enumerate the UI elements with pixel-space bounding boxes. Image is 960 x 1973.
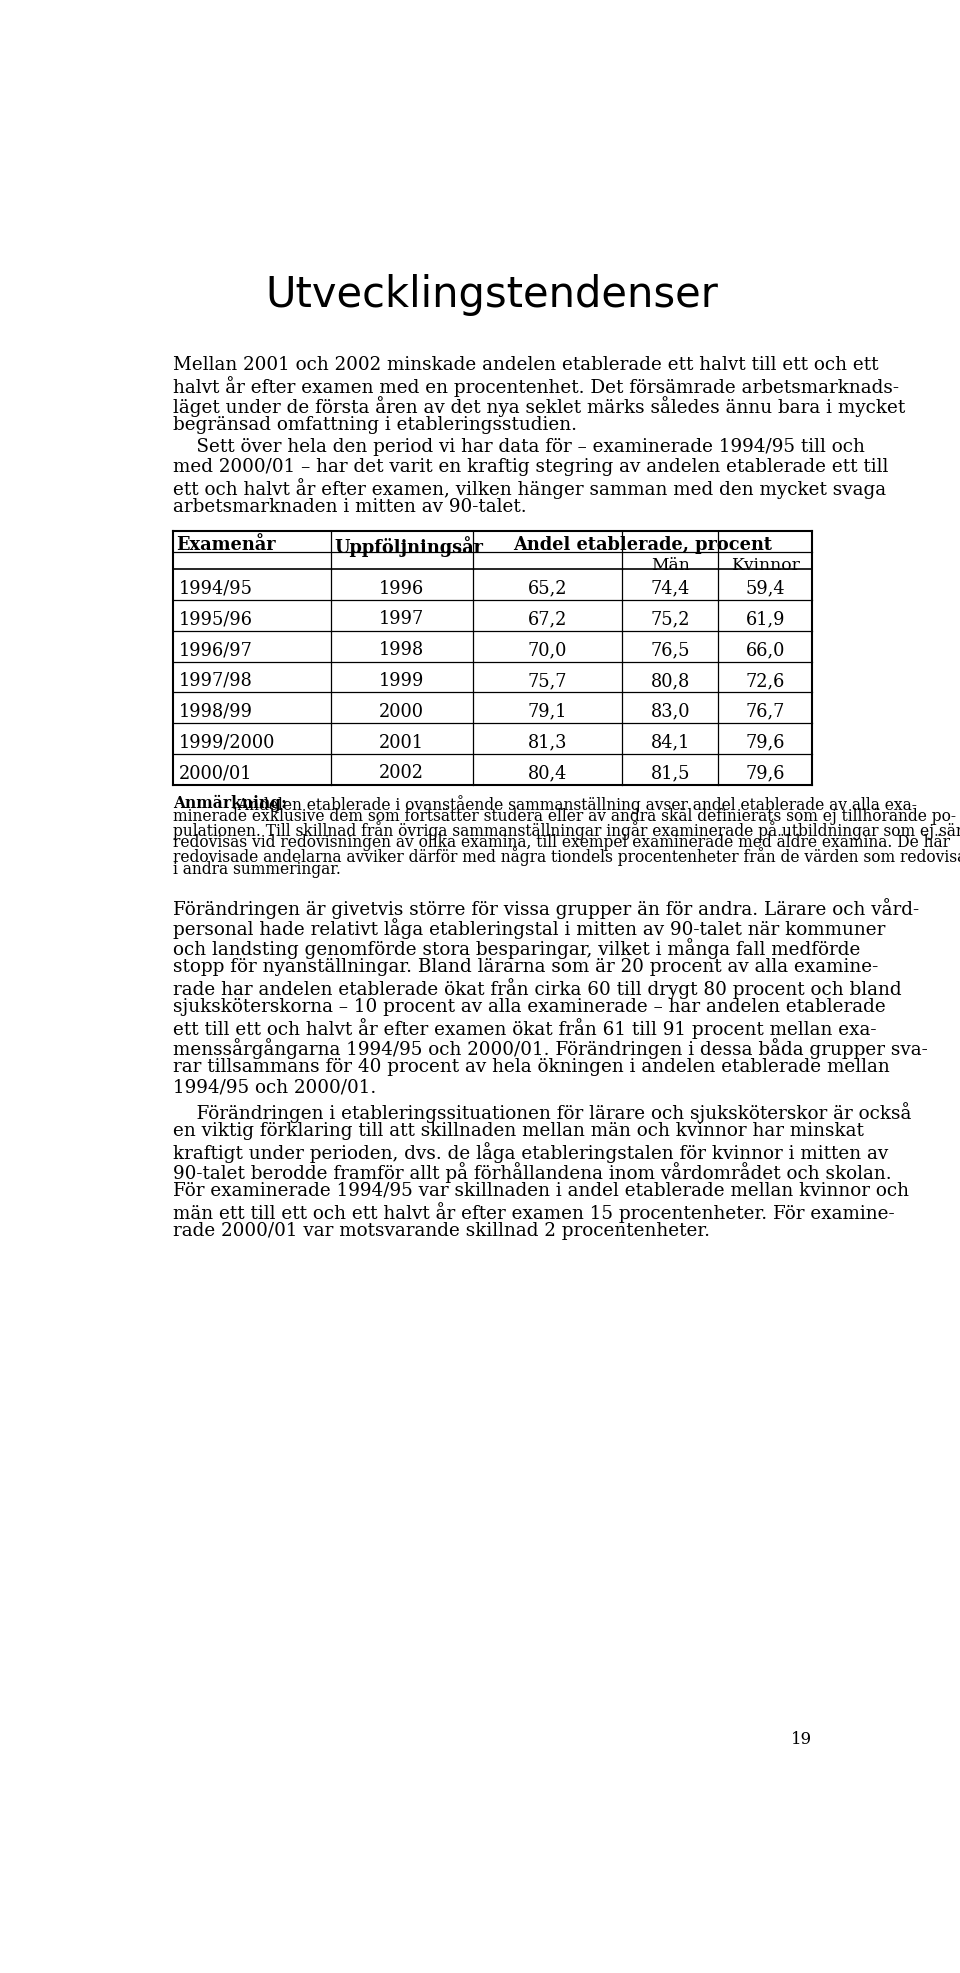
Text: 59,4: 59,4 (745, 580, 785, 598)
Text: rar tillsammans för 40 procent av hela ökningen i andelen etablerade mellan: rar tillsammans för 40 procent av hela ö… (173, 1058, 890, 1075)
Text: 1997/98: 1997/98 (179, 671, 252, 691)
Text: 1994/95 och 2000/01.: 1994/95 och 2000/01. (173, 1077, 376, 1095)
Text: män ett till ett och ett halvt år efter examen 15 procentenheter. För examine-: män ett till ett och ett halvt år efter … (173, 1202, 895, 1221)
Text: 2001: 2001 (379, 734, 424, 752)
Text: 80,8: 80,8 (651, 671, 690, 691)
Text: redovisas vid redovisningen av olika examina, till exempel examinerade med äldre: redovisas vid redovisningen av olika exa… (173, 835, 949, 850)
Text: 80,4: 80,4 (528, 764, 567, 781)
Text: Förändringen är givetvis större för vissa grupper än för andra. Lärare och vård-: Förändringen är givetvis större för viss… (173, 898, 919, 919)
Text: Sett över hela den period vi har data för – examinerade 1994/95 till och: Sett över hela den period vi har data fö… (173, 438, 865, 456)
Text: i andra summeringar.: i andra summeringar. (173, 860, 341, 878)
Text: kraftigt under perioden, dvs. de låga etableringstalen för kvinnor i mitten av: kraftigt under perioden, dvs. de låga et… (173, 1140, 888, 1162)
Text: Uppföljningsår: Uppföljningsår (335, 537, 484, 556)
Text: Examenår: Examenår (177, 537, 276, 554)
Text: 65,2: 65,2 (528, 580, 567, 598)
Text: 1998/99: 1998/99 (179, 702, 252, 720)
Text: 1999: 1999 (379, 671, 424, 691)
Text: redovisade andelarna avviker därför med några tiondels procentenheter från de vä: redovisade andelarna avviker därför med … (173, 846, 960, 866)
Text: För examinerade 1994/95 var skillnaden i andel etablerade mellan kvinnor och: För examinerade 1994/95 var skillnaden i… (173, 1182, 909, 1200)
Text: 19: 19 (791, 1730, 812, 1746)
Text: 67,2: 67,2 (528, 610, 567, 627)
Text: 84,1: 84,1 (651, 734, 690, 752)
Text: 79,1: 79,1 (528, 702, 567, 720)
Text: 1994/95: 1994/95 (179, 580, 252, 598)
Text: med 2000/01 – har det varit en kraftig stegring av andelen etablerade ett till: med 2000/01 – har det varit en kraftig s… (173, 458, 888, 475)
Text: 70,0: 70,0 (528, 641, 567, 659)
Text: 83,0: 83,0 (651, 702, 690, 720)
Text: 79,6: 79,6 (745, 764, 785, 781)
Text: 1996/97: 1996/97 (179, 641, 252, 659)
Text: Andelen etablerade i ovanstående sammanställning avser andel etablerade av alla : Andelen etablerade i ovanstående sammans… (233, 795, 917, 813)
Text: 74,4: 74,4 (651, 580, 690, 598)
Text: menssårgångarna 1994/95 och 2000/01. Förändringen i dessa båda grupper sva-: menssårgångarna 1994/95 och 2000/01. För… (173, 1038, 927, 1060)
Text: 81,5: 81,5 (651, 764, 690, 781)
Text: pulationen. Till skillnad från övriga sammanställningar ingår examinerade på utb: pulationen. Till skillnad från övriga sa… (173, 821, 960, 840)
Text: 1996: 1996 (379, 580, 424, 598)
Text: Kvinnor: Kvinnor (731, 556, 800, 574)
Text: 1995/96: 1995/96 (179, 610, 252, 627)
Text: 1997: 1997 (379, 610, 424, 627)
Text: Utvecklingstendenser: Utvecklingstendenser (266, 274, 718, 316)
Text: 79,6: 79,6 (745, 734, 785, 752)
Text: ett och halvt år efter examen, vilken hänger samman med den mycket svaga: ett och halvt år efter examen, vilken hä… (173, 477, 886, 499)
Text: 76,7: 76,7 (746, 702, 785, 720)
Text: Anmärkning:: Anmärkning: (173, 795, 286, 811)
Text: 76,5: 76,5 (651, 641, 690, 659)
Text: Män: Män (651, 556, 689, 574)
Text: stopp för nyanställningar. Bland lärarna som är 20 procent av alla examine-: stopp för nyanställningar. Bland lärarna… (173, 957, 878, 977)
Text: 75,2: 75,2 (651, 610, 690, 627)
Text: rade har andelen etablerade ökat från cirka 60 till drygt 80 procent och bland: rade har andelen etablerade ökat från ci… (173, 979, 901, 998)
Text: begränsad omfattning i etableringsstudien.: begränsad omfattning i etableringsstudie… (173, 416, 577, 434)
Text: Andel etablerade, procent: Andel etablerade, procent (513, 537, 772, 554)
Text: sjuksköterskorna – 10 procent av alla examinerade – har andelen etablerade: sjuksköterskorna – 10 procent av alla ex… (173, 998, 885, 1016)
Text: 2002: 2002 (379, 764, 424, 781)
Text: halvt år efter examen med en procentenhet. Det försämrade arbetsmarknads-: halvt år efter examen med en procentenhe… (173, 377, 899, 397)
Text: Förändringen i etableringssituationen för lärare och sjuksköterskor är också: Förändringen i etableringssituationen fö… (173, 1101, 911, 1123)
Text: en viktig förklaring till att skillnaden mellan män och kvinnor har minskat: en viktig förklaring till att skillnaden… (173, 1121, 864, 1138)
Text: minerade exklusive dem som fortsätter studera eller av andra skäl definierats so: minerade exklusive dem som fortsätter st… (173, 807, 956, 825)
Text: 2000/01: 2000/01 (179, 764, 252, 781)
Text: ett till ett och halvt år efter examen ökat från 61 till 91 procent mellan exa-: ett till ett och halvt år efter examen ö… (173, 1018, 876, 1040)
Text: rade 2000/01 var motsvarande skillnad 2 procentenheter.: rade 2000/01 var motsvarande skillnad 2 … (173, 1221, 709, 1239)
Text: Mellan 2001 och 2002 minskade andelen etablerade ett halvt till ett och ett: Mellan 2001 och 2002 minskade andelen et… (173, 355, 878, 375)
Text: 72,6: 72,6 (746, 671, 785, 691)
Text: 2000: 2000 (379, 702, 424, 720)
Text: 66,0: 66,0 (746, 641, 785, 659)
Text: 1999/2000: 1999/2000 (179, 734, 276, 752)
Text: personal hade relativt låga etableringstal i mitten av 90-talet när kommuner: personal hade relativt låga etableringst… (173, 917, 885, 939)
Text: läget under de första åren av det nya seklet märks således ännu bara i mycket: läget under de första åren av det nya se… (173, 397, 905, 416)
Text: arbetsmarknaden i mitten av 90-talet.: arbetsmarknaden i mitten av 90-talet. (173, 497, 526, 515)
Text: och landsting genomförde stora besparingar, vilket i många fall medförde: och landsting genomförde stora besparing… (173, 937, 860, 959)
Text: 61,9: 61,9 (745, 610, 785, 627)
Text: 90-talet berodde framför allt på förhållandena inom vårdområdet och skolan.: 90-talet berodde framför allt på förhåll… (173, 1160, 891, 1182)
Text: 1998: 1998 (379, 641, 424, 659)
Text: 81,3: 81,3 (528, 734, 567, 752)
Text: 75,7: 75,7 (528, 671, 567, 691)
